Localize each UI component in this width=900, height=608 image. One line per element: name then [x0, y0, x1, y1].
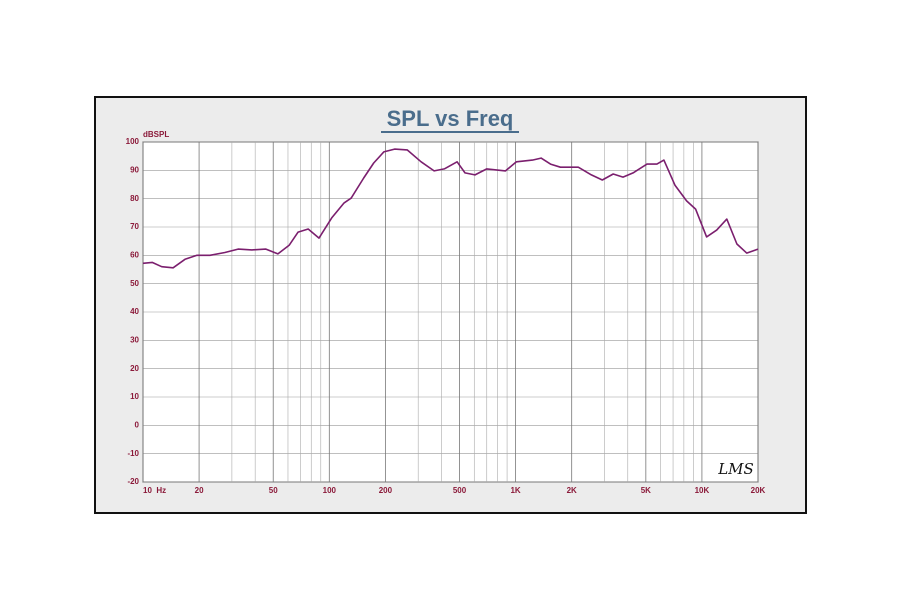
y-tick-label: 100 [126, 137, 140, 146]
spl-line [142, 148, 759, 269]
x-tick-label: 50 [269, 486, 278, 495]
x-tick-label: 10K [695, 486, 710, 495]
x-tick-label: 20 [195, 486, 204, 495]
y-tick-label: -10 [127, 449, 139, 458]
annotation: LMS [717, 460, 754, 478]
y-tick-label: -20 [127, 477, 139, 486]
x-tick-label: 5K [641, 486, 651, 495]
x-tick-label: 20K [751, 486, 766, 495]
y-tick-label: 50 [130, 279, 139, 288]
y-tick-label: 70 [130, 222, 139, 231]
y-tick-label: 90 [130, 165, 139, 174]
x-tick-label: 2K [567, 486, 577, 495]
x-tick-label: 200 [379, 486, 393, 495]
y-tick-label: 30 [130, 335, 139, 344]
y-tick-label: 0 [135, 420, 140, 429]
x-tick-label: 100 [323, 486, 337, 495]
y-tick-label: 20 [130, 364, 139, 373]
y-axis-label: dBSPL [143, 130, 169, 139]
chart-title: SPL vs Freq [387, 106, 514, 131]
x-tick-label: 500 [453, 486, 467, 495]
y-tick-label: 10 [130, 392, 139, 401]
y-tick-label: 80 [130, 194, 139, 203]
x-tick-label: 10 Hz [143, 486, 166, 495]
y-tick-label: 40 [130, 307, 139, 316]
y-tick-label: 60 [130, 250, 139, 259]
x-tick-label: 1K [510, 486, 520, 495]
